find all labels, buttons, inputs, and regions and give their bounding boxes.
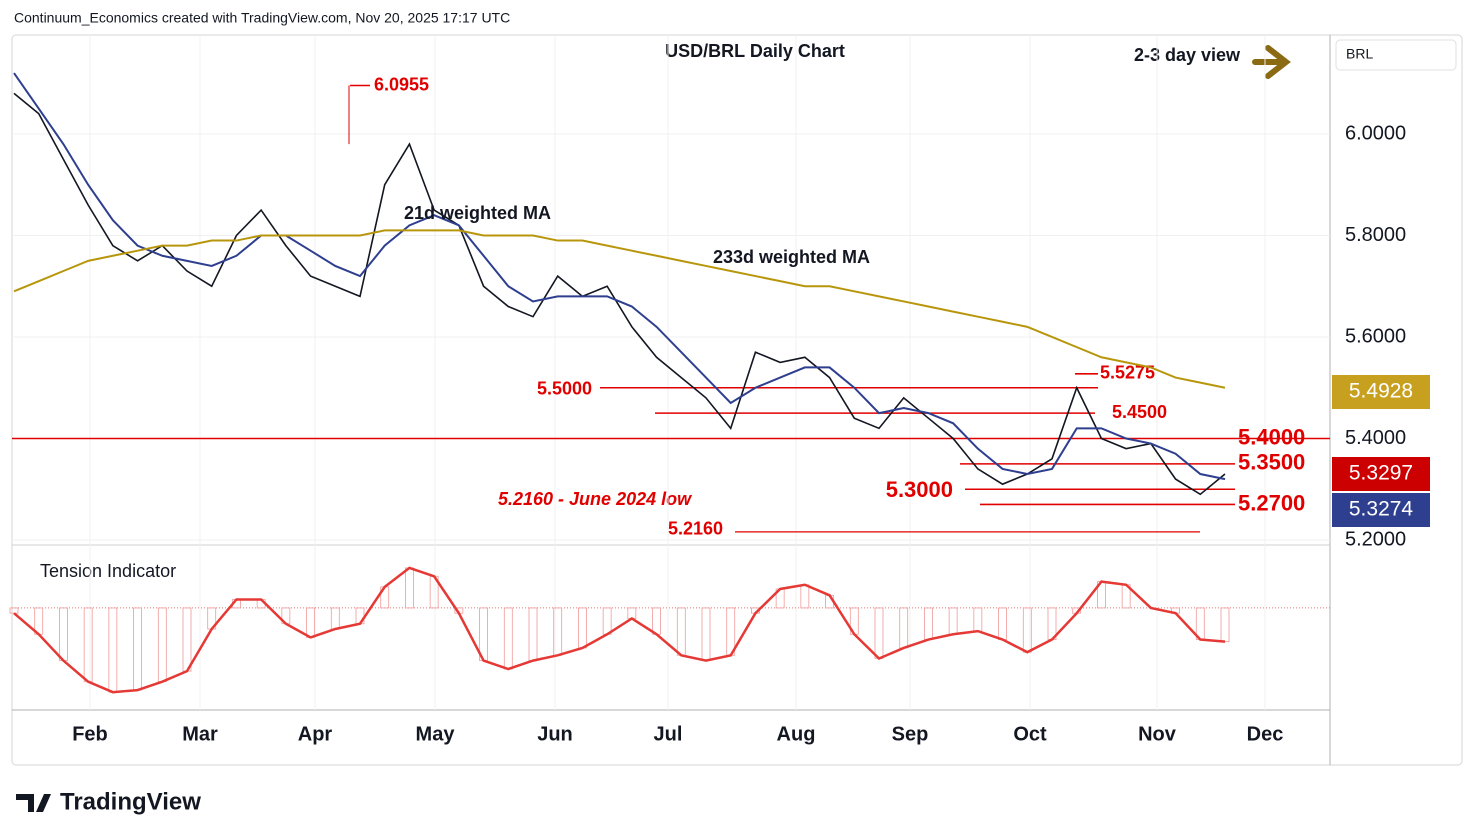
indicator-bar	[602, 607, 612, 635]
indicator-line	[13, 566, 1226, 694]
level-label: 5.5275	[1100, 363, 1155, 383]
level-label: 5.3000	[886, 477, 953, 502]
series-label: 233d weighted MA	[713, 247, 870, 267]
price-tag	[1332, 493, 1430, 527]
x-tick-label: Jun	[537, 723, 573, 745]
price-tag	[1332, 457, 1430, 491]
x-tick-label: Feb	[72, 723, 108, 745]
indicator-bar	[133, 607, 142, 691]
brand: TradingView	[60, 788, 201, 815]
indicator-bar	[578, 607, 587, 649]
level-label: 5.5000	[537, 378, 592, 398]
x-tick-label: Mar	[182, 723, 218, 745]
x-tick-label: Nov	[1138, 723, 1177, 745]
low-note: 5.2160 - June 2024 low	[498, 489, 692, 509]
header: Continuum_Economics created with Trading…	[14, 10, 510, 26]
level-label: 5.2700	[1238, 490, 1305, 515]
y-tick-label: 5.8000	[1345, 224, 1406, 246]
frame	[11, 34, 1463, 766]
indicator-bar	[9, 607, 19, 614]
symbol: BRL	[1346, 46, 1373, 62]
indicator-bar	[948, 607, 958, 635]
price-tag	[1332, 375, 1430, 409]
indicator-bar	[800, 584, 810, 609]
price-tag-label: 5.4928	[1349, 380, 1413, 403]
indicator-bar	[503, 607, 513, 670]
x-tick-label: Oct	[1013, 723, 1047, 745]
logo-mark	[16, 794, 51, 812]
y-tick-label: 5.2000	[1345, 528, 1406, 550]
indicator-bar	[973, 607, 983, 632]
brand-logo: TradingView	[16, 788, 201, 815]
x-tick-label: Sep	[892, 723, 929, 745]
indicator-bar	[627, 607, 637, 619]
ma-line	[13, 229, 1226, 389]
indicator-bar	[330, 607, 340, 630]
indicator-bar	[182, 607, 192, 672]
indicator-bar	[59, 607, 68, 662]
series-label: 21d weighted MA	[404, 203, 551, 223]
symbol-box[interactable]	[1335, 39, 1457, 71]
indicator-bar	[405, 567, 414, 609]
view-label: 2-3 day view	[1134, 45, 1241, 65]
x-tick-label: Dec	[1247, 723, 1284, 745]
indicator-bar	[701, 607, 711, 662]
indicator-bar	[528, 607, 538, 662]
price-tag-label: 5.3297	[1349, 462, 1413, 485]
indicator-bar	[108, 607, 118, 693]
x-tick-label: Apr	[298, 723, 333, 745]
y-tick-label: 5.6000	[1345, 325, 1406, 347]
indicator-bar	[899, 607, 909, 649]
chart-title: USD/BRL Daily Chart	[665, 41, 845, 61]
indicator-bar	[652, 607, 661, 635]
indicator-bar	[157, 607, 167, 683]
y-tick-label: 5.4000	[1345, 427, 1406, 449]
level-label: 5.2160	[668, 519, 723, 539]
indicator-bar	[924, 607, 933, 640]
level-label: 5.4500	[1112, 402, 1167, 422]
level-label: 5.4000	[1238, 424, 1305, 449]
indicator-title: Tension Indicator	[40, 561, 176, 581]
indicator-bar	[874, 607, 884, 659]
price-line	[13, 92, 1226, 496]
level-label: 5.3500	[1238, 450, 1305, 475]
view-arrow	[1252, 45, 1291, 79]
indicator-bar	[676, 607, 686, 656]
level-label: 6.0955	[374, 74, 429, 94]
price-tag-label: 5.3274	[1349, 498, 1414, 521]
y-tick-label: 6.0000	[1345, 122, 1406, 144]
indicator-bar	[306, 607, 315, 638]
ma-line	[13, 72, 1226, 481]
indicator-bar	[1220, 607, 1230, 643]
indicator-bar	[83, 607, 93, 683]
x-tick-label: May	[416, 723, 456, 745]
indicator-bar	[998, 607, 1007, 640]
x-tick-label: Aug	[777, 723, 816, 745]
x-tick-label: Jul	[654, 723, 683, 745]
